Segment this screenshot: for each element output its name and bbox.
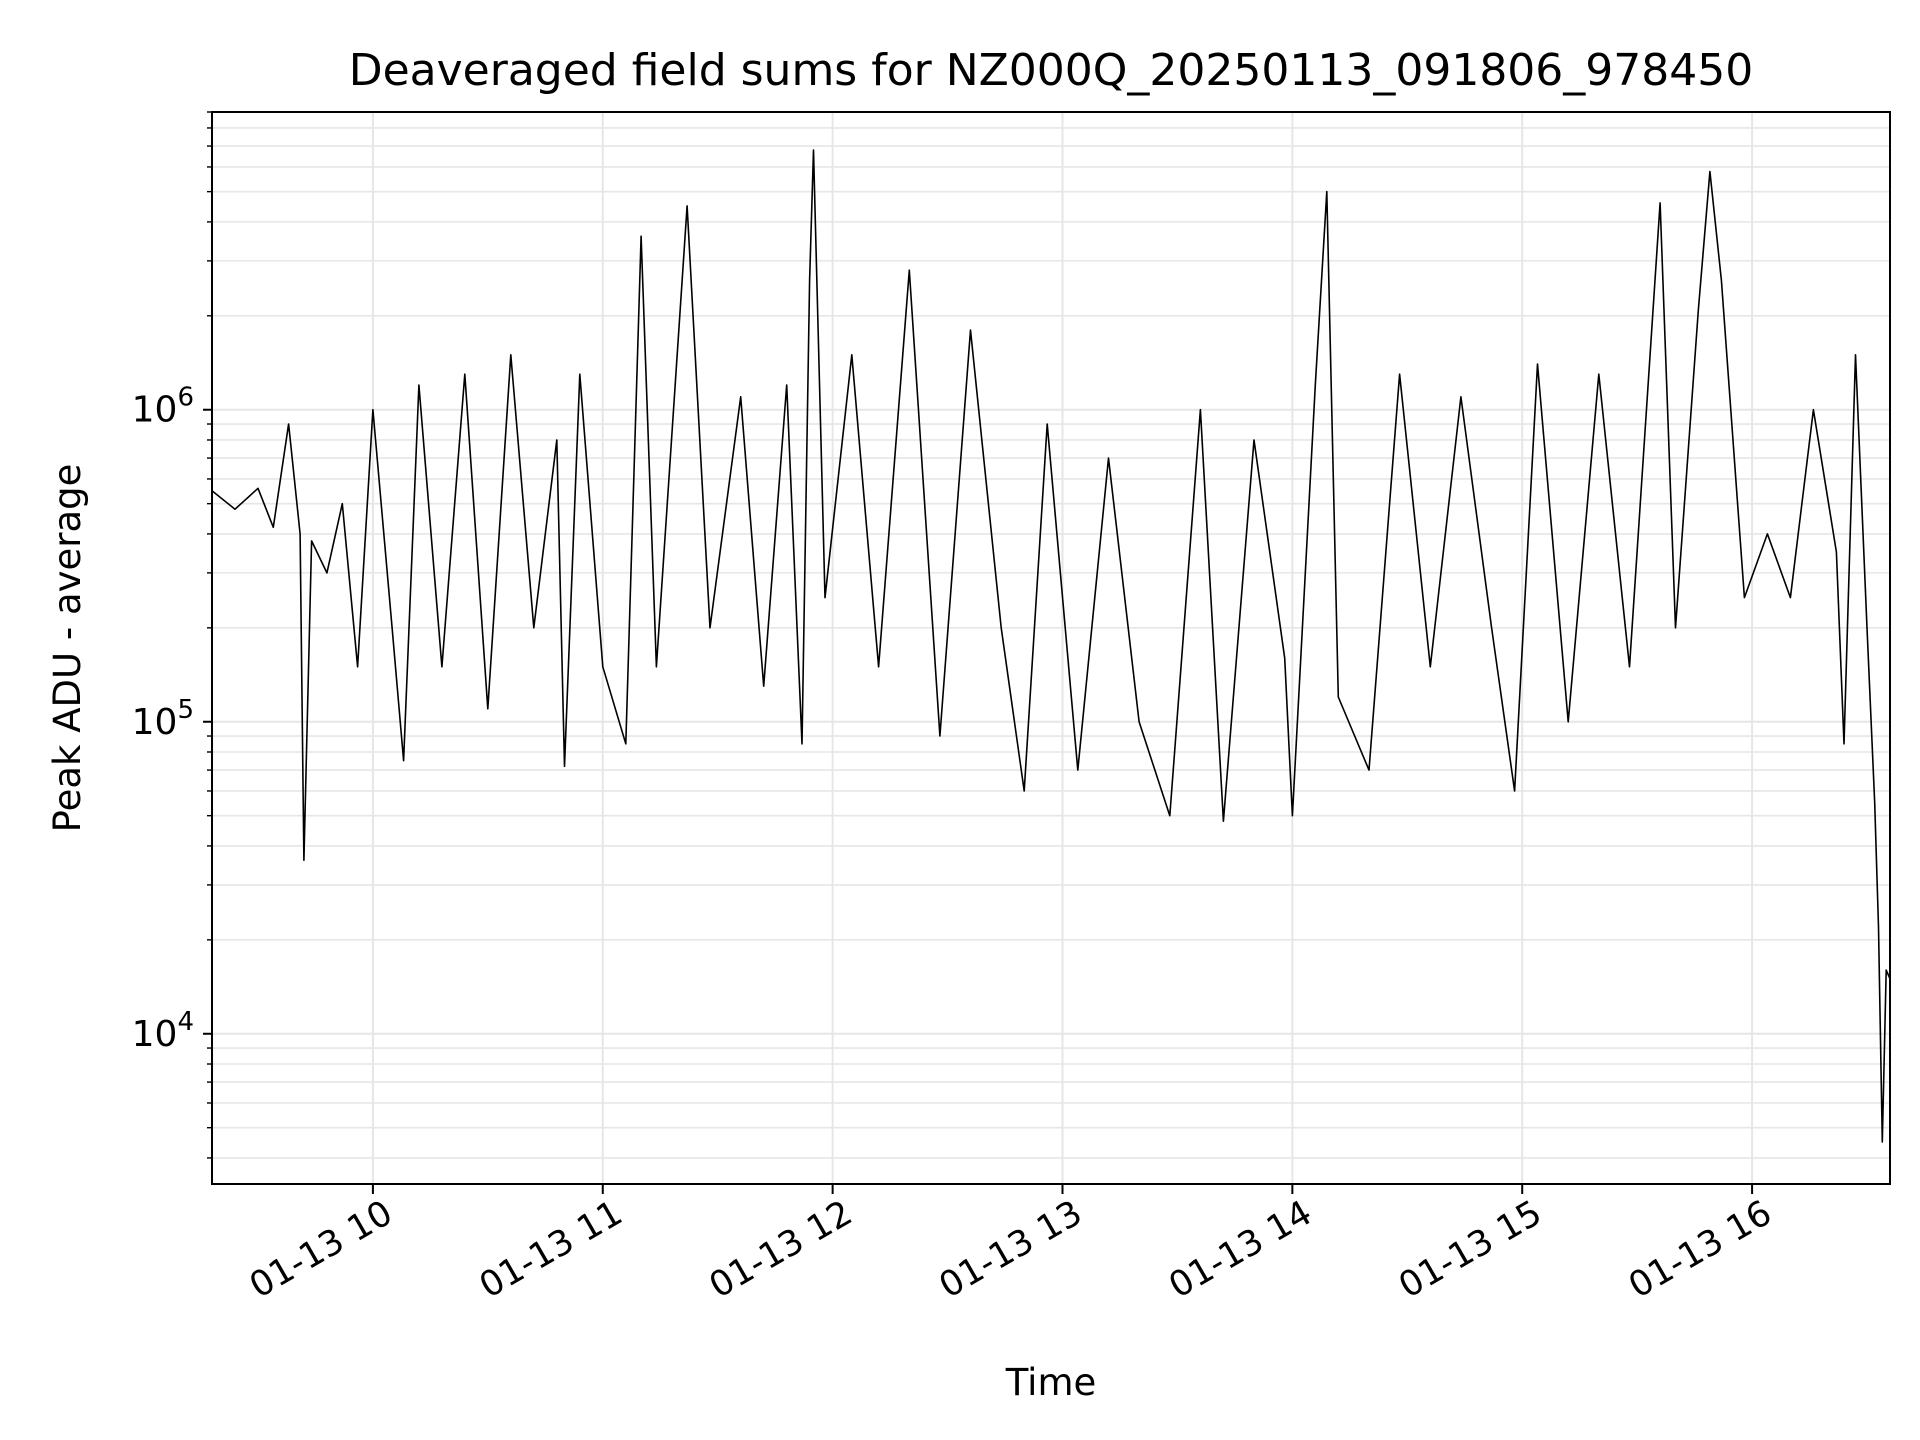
- y-tick-label: 104: [132, 1007, 194, 1055]
- series-line: [211, 149, 1891, 1143]
- y-axis-label: Peak ADU - average: [46, 464, 89, 833]
- y-tick-label: 105: [132, 695, 194, 743]
- chart-title: Deaveraged field sums for NZ000Q_2025011…: [349, 45, 1754, 96]
- plot-frame: [211, 111, 1891, 1185]
- y-tick-base: 10: [132, 390, 178, 431]
- grid: [212, 111, 1890, 1184]
- y-tick-exponent: 5: [177, 695, 194, 725]
- y-tick-base: 10: [132, 702, 178, 743]
- x-axis-label: Time: [1005, 1361, 1097, 1404]
- y-tick-exponent: 4: [177, 1007, 194, 1037]
- y-tick-exponent: 6: [177, 383, 194, 413]
- y-tick-base: 10: [132, 1014, 178, 1055]
- plot-area: [211, 149, 1891, 1143]
- y-tick-label: 106: [132, 383, 194, 431]
